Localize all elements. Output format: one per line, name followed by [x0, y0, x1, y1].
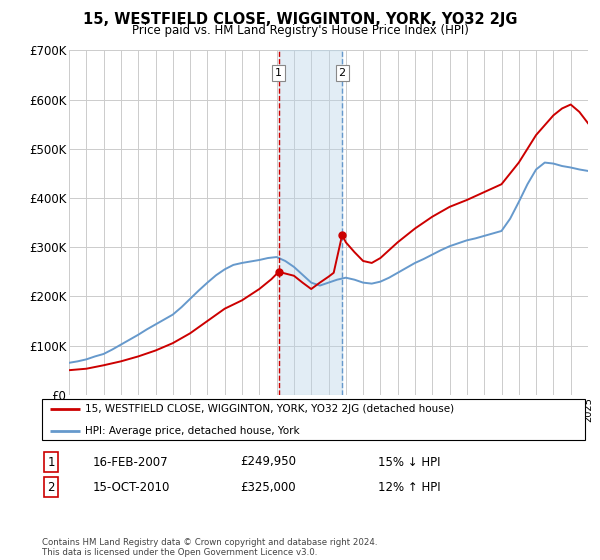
Bar [278, 50, 342, 395]
Text: 16-FEB-2007: 16-FEB-2007 [93, 455, 169, 469]
Text: 15, WESTFIELD CLOSE, WIGGINTON, YORK, YO32 2JG (detached house): 15, WESTFIELD CLOSE, WIGGINTON, YORK, YO… [85, 404, 455, 414]
Text: Contains HM Land Registry data © Crown copyright and database right 2024.
This d: Contains HM Land Registry data © Crown c… [42, 538, 377, 557]
Text: 15-OCT-2010: 15-OCT-2010 [93, 480, 170, 494]
Text: £325,000: £325,000 [240, 480, 296, 494]
Text: 2: 2 [47, 480, 55, 494]
Text: Price paid vs. HM Land Registry's House Price Index (HPI): Price paid vs. HM Land Registry's House … [131, 24, 469, 37]
Text: 1: 1 [47, 455, 55, 469]
Text: £249,950: £249,950 [240, 455, 296, 469]
Text: 1: 1 [275, 68, 282, 78]
Text: HPI: Average price, detached house, York: HPI: Average price, detached house, York [85, 426, 300, 436]
Text: 12% ↑ HPI: 12% ↑ HPI [378, 480, 440, 494]
Text: 15, WESTFIELD CLOSE, WIGGINTON, YORK, YO32 2JG: 15, WESTFIELD CLOSE, WIGGINTON, YORK, YO… [83, 12, 517, 27]
Text: 15% ↓ HPI: 15% ↓ HPI [378, 455, 440, 469]
Text: 2: 2 [338, 68, 346, 78]
